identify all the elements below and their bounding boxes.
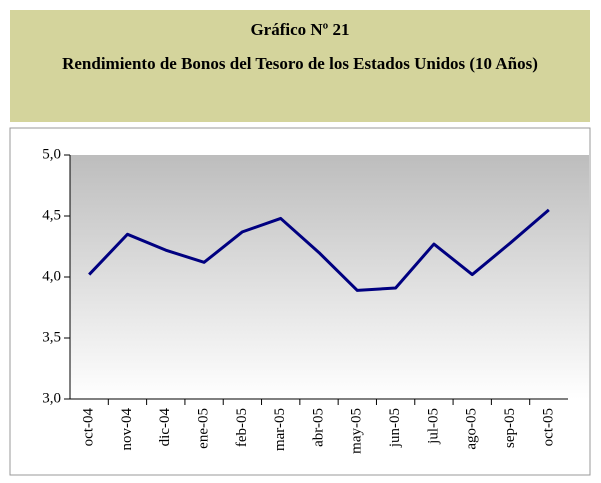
y-tick-label: 4,0 <box>42 268 61 284</box>
x-tick-label: feb-05 <box>234 408 250 447</box>
plot-area <box>70 155 589 399</box>
x-tick-label: oct-04 <box>81 408 97 447</box>
y-tick-label: 4,5 <box>42 207 61 223</box>
y-tick-label: 3,0 <box>42 390 61 406</box>
x-tick-label: jul-05 <box>425 408 441 445</box>
y-tick-label: 3,5 <box>42 329 61 345</box>
chart-title: Gráfico Nº 21 <box>250 20 350 39</box>
x-tick-label: ene-05 <box>196 408 212 449</box>
x-tick-label: dic-04 <box>157 408 173 447</box>
x-tick-label: mar-05 <box>272 408 288 451</box>
header: Gráfico Nº 21 Rendimiento de Bonos del T… <box>10 10 590 122</box>
x-tick-label: jun-05 <box>387 408 403 448</box>
x-tick-label: abr-05 <box>310 408 326 447</box>
x-tick-label: oct-05 <box>540 408 556 446</box>
x-tick-label: sep-05 <box>502 408 518 448</box>
chart-subtitle: Rendimiento de Bonos del Tesoro de los E… <box>62 54 538 73</box>
x-tick-label: ago-05 <box>464 408 480 450</box>
y-tick-label: 5,0 <box>42 146 61 162</box>
x-tick-label: nov-04 <box>119 408 135 451</box>
x-tick-label: may-05 <box>349 408 365 454</box>
data-line <box>88 208 550 292</box>
